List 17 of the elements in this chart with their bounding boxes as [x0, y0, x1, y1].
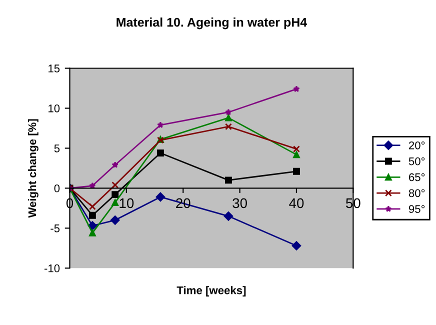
y-tick-label: -10 [44, 264, 60, 272]
y-tick-label: 5 [54, 144, 60, 152]
x-tick-label: 10 [120, 198, 134, 208]
y-tick-label: -5 [50, 224, 60, 232]
legend-label: 65° [409, 173, 425, 182]
legend-label: 95° [408, 205, 425, 213]
y-axis-title: Weight change [%] [28, 119, 38, 218]
chart-title: Material 10. Ageing in water pH4 [116, 18, 308, 30]
y-tick-label: 10 [48, 104, 60, 112]
y-tick-label: 0 [54, 184, 60, 192]
x-tick-label: 40 [289, 198, 304, 208]
x-axis-title: Time [weeks] [176, 286, 246, 296]
y-tick-label: 15 [48, 64, 60, 72]
legend-label: 80° [408, 189, 425, 198]
legend-label: 50° [408, 157, 425, 166]
x-tick-label: 30 [232, 198, 247, 208]
legend-label: 20° [409, 141, 425, 150]
